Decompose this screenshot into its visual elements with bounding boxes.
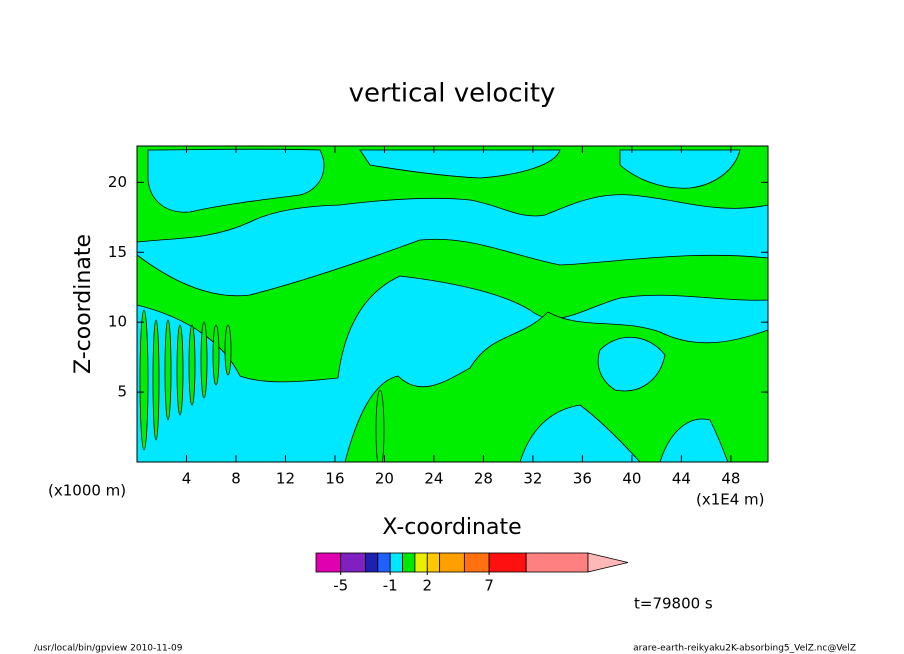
contour-region — [597, 336, 666, 392]
x-tick-label: 28 — [474, 470, 493, 488]
x-tick-label: 32 — [523, 470, 542, 488]
colorbar-segment — [389, 552, 403, 573]
contour-region — [659, 418, 729, 462]
contour-region — [212, 324, 220, 386]
contour-region — [375, 389, 385, 462]
chart-title: vertical velocity — [349, 79, 556, 109]
footer-right: arare-earth-reikyaku2K-absorbing5_VelZ.n… — [633, 644, 856, 654]
contour-region — [519, 404, 641, 462]
contour-region — [137, 238, 768, 383]
contour-region — [344, 311, 768, 462]
colorbar-tick-label: 2 — [422, 577, 432, 595]
colorbar-segment — [377, 552, 391, 573]
colorbar-tick-label: -1 — [383, 577, 398, 595]
y-tick-label: 5 — [117, 383, 127, 401]
x-tick-label: 20 — [375, 470, 394, 488]
x-tick-label: 40 — [622, 470, 641, 488]
contour-region — [200, 321, 208, 399]
y-axis-label: Z-coordinate — [71, 234, 96, 374]
x-tick-label: 44 — [672, 470, 691, 488]
plot-frame — [136, 145, 769, 463]
colorbar-segment — [340, 552, 366, 573]
x-tick-label: 4 — [182, 470, 192, 488]
colorbar-segment — [402, 552, 416, 573]
colorbar-extension — [587, 552, 629, 573]
colorbar-segment — [414, 552, 428, 573]
contour-region — [152, 319, 160, 441]
x-tick-label: 8 — [231, 470, 241, 488]
colorbar-segment — [439, 552, 465, 573]
contour-region — [619, 149, 741, 189]
colorbar-segment — [315, 552, 342, 573]
y-tick-label: 15 — [108, 243, 127, 261]
contour-region — [188, 324, 196, 406]
time-annotation: t=79800 s — [634, 595, 713, 613]
contour-region — [139, 309, 149, 451]
x-tick-label: 16 — [325, 470, 344, 488]
x-axis-label: X-coordinate — [382, 515, 521, 540]
colorbar-segment — [365, 552, 379, 573]
contour-region — [359, 149, 561, 179]
colorbar-segment — [463, 552, 490, 573]
colorbar-segment — [426, 552, 441, 573]
x-tick-label: 24 — [424, 470, 443, 488]
x-tick-label: 12 — [276, 470, 295, 488]
contour-region — [224, 324, 232, 376]
x-tick-label: 48 — [721, 470, 740, 488]
contour-field — [137, 146, 768, 462]
colorbar-tick-label: 7 — [484, 577, 494, 595]
footer-left: /usr/local/bin/gpview 2010-11-09 — [34, 644, 183, 654]
x-tick-label: 36 — [573, 470, 592, 488]
y-unit: (x1000 m) — [48, 482, 126, 500]
y-tick-label: 20 — [108, 173, 127, 191]
x-unit: (x1E4 m) — [696, 491, 765, 509]
y-tick-label: 10 — [108, 313, 127, 331]
contour-region — [164, 319, 172, 421]
colorbar-segment — [525, 552, 589, 573]
colorbar-tick-label: -5 — [333, 577, 348, 595]
colorbar-segment — [488, 552, 527, 573]
contour-region — [176, 324, 184, 416]
